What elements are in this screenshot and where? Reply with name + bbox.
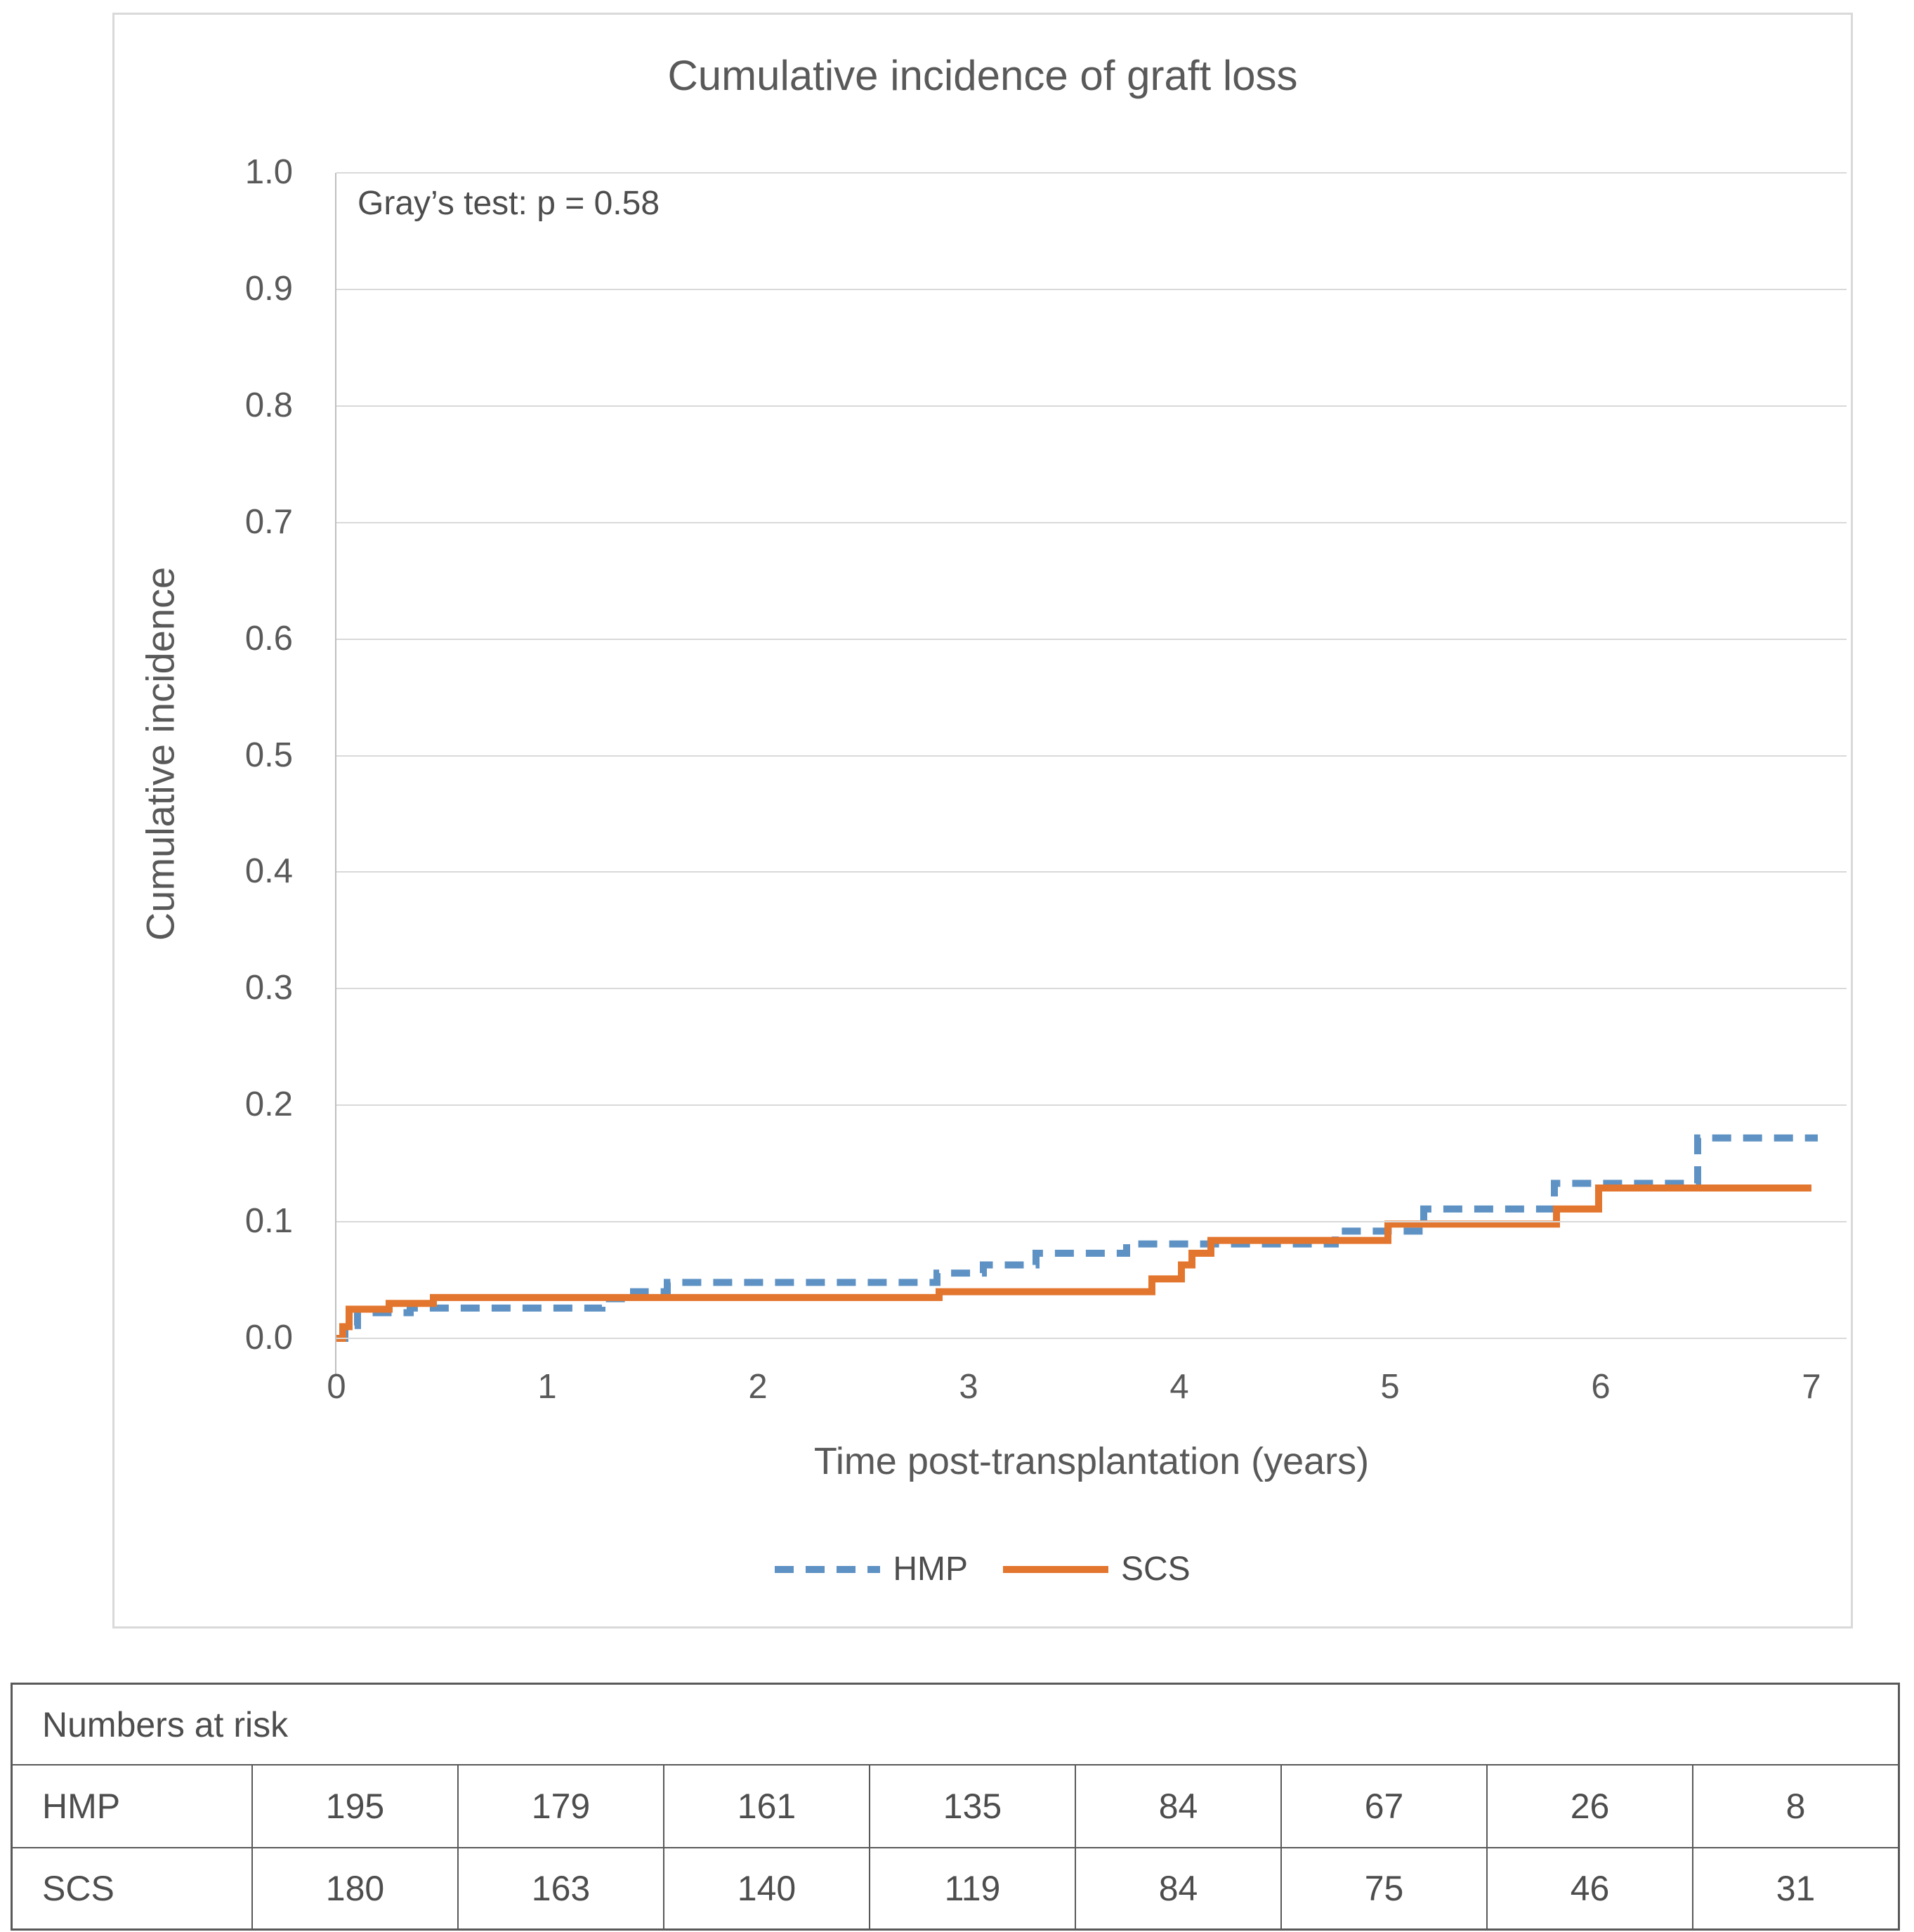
legend-label-SCS: SCS xyxy=(1120,1551,1191,1588)
risk-value-SCS-year-7: 31 xyxy=(1692,1848,1898,1928)
risk-value-SCS-year-2: 140 xyxy=(663,1848,869,1928)
risk-value-HMP-year-7: 8 xyxy=(1692,1765,1898,1847)
x-tick-6: 6 xyxy=(1591,1368,1611,1406)
numbers-at-risk-table: Numbers at risk HMP 195 179 161 135 84 67 26 8 SC… xyxy=(11,1683,1900,1931)
plot-area: Gray’s test: p = 0.58 xyxy=(335,172,1847,1376)
legend: HMP SCS xyxy=(114,1550,1851,1588)
gridline-y-0.6 xyxy=(336,638,1847,640)
x-tick-7: 7 xyxy=(1802,1368,1821,1406)
risk-row-label-HMP: HMP xyxy=(42,1787,121,1826)
legend-label-HMP: HMP xyxy=(893,1551,968,1588)
risk-row-SCS: SCS 180 163 140 119 84 75 46 31 xyxy=(13,1847,1898,1928)
risk-value-HMP-year-0: 195 xyxy=(251,1765,457,1847)
x-axis-title: Time post-transplantation (years) xyxy=(813,1440,1370,1482)
y-tick-0.8: 0.8 xyxy=(244,386,293,424)
x-tick-5: 5 xyxy=(1380,1368,1400,1406)
gridline-y-0.9 xyxy=(336,288,1847,290)
risk-value-SCS-year-5: 75 xyxy=(1280,1848,1486,1928)
risk-value-SCS-year-0: 180 xyxy=(251,1848,457,1928)
y-tick-0.3: 0.3 xyxy=(244,969,293,1007)
series-lines xyxy=(336,1134,1818,1342)
x-tick-1: 1 xyxy=(537,1368,557,1406)
series-line-HMP xyxy=(336,1134,1818,1342)
chart-title: Cumulative incidence of graft loss xyxy=(667,52,1298,99)
grays-test-annotation: Gray’s test: p = 0.58 xyxy=(358,185,660,222)
gridline-y-0.3 xyxy=(336,988,1847,990)
x-tick-4: 4 xyxy=(1169,1368,1189,1406)
y-tick-0.5: 0.5 xyxy=(244,736,293,774)
chart-card: Cumulative incidence of graft loss Cumul… xyxy=(112,13,1853,1629)
x-tick-0: 0 xyxy=(327,1368,346,1406)
y-tick-0.0: 0.0 xyxy=(244,1319,293,1357)
risk-value-HMP-year-3: 135 xyxy=(869,1765,1075,1847)
risk-value-HMP-year-5: 67 xyxy=(1280,1765,1486,1847)
risk-value-SCS-year-1: 163 xyxy=(457,1848,663,1928)
y-tick-0.2: 0.2 xyxy=(244,1085,293,1124)
y-tick-0.6: 0.6 xyxy=(244,619,293,658)
x-tick-2: 2 xyxy=(748,1368,768,1406)
legend-swatch-HMP-dashed-line-icon xyxy=(775,1565,881,1573)
y-tick-0.7: 0.7 xyxy=(244,502,293,541)
gridline-y-0.0 xyxy=(336,1338,1847,1339)
risk-value-HMP-year-2: 161 xyxy=(663,1765,869,1847)
risk-value-HMP-year-6: 26 xyxy=(1486,1765,1692,1847)
gridline-y-0.4 xyxy=(336,871,1847,873)
series-line-SCS xyxy=(336,1184,1811,1342)
y-tick-1.0: 1.0 xyxy=(244,153,293,191)
legend-swatch-SCS-solid-line-icon xyxy=(1002,1565,1108,1573)
risk-value-HMP-year-1: 179 xyxy=(457,1765,663,1847)
risk-row-label-SCS: SCS xyxy=(42,1869,114,1908)
x-tick-3: 3 xyxy=(959,1368,978,1406)
gridline-y-0.8 xyxy=(336,405,1847,407)
legend-item-SCS: SCS xyxy=(1002,1550,1191,1588)
risk-value-SCS-year-3: 119 xyxy=(869,1848,1075,1928)
y-tick-0.1: 0.1 xyxy=(244,1202,293,1241)
gridline-y-0.2 xyxy=(336,1104,1847,1107)
y-axis-line xyxy=(335,173,336,1376)
risk-value-SCS-year-6: 46 xyxy=(1486,1848,1692,1928)
gridline-y-0.5 xyxy=(336,755,1847,757)
legend-item-HMP: HMP xyxy=(775,1550,968,1588)
y-tick-0.9: 0.9 xyxy=(244,269,293,308)
gridline-y-0.1 xyxy=(336,1221,1847,1223)
risk-value-HMP-year-4: 84 xyxy=(1075,1765,1280,1847)
gridline-y-0.7 xyxy=(336,521,1847,523)
risk-value-SCS-year-4: 84 xyxy=(1075,1848,1280,1928)
risk-table-header: Numbers at risk xyxy=(13,1685,1898,1765)
risk-row-HMP: HMP 195 179 161 135 84 67 26 8 xyxy=(13,1765,1898,1847)
y-tick-0.4: 0.4 xyxy=(244,852,293,891)
gridline-y-1.0 xyxy=(336,172,1847,174)
